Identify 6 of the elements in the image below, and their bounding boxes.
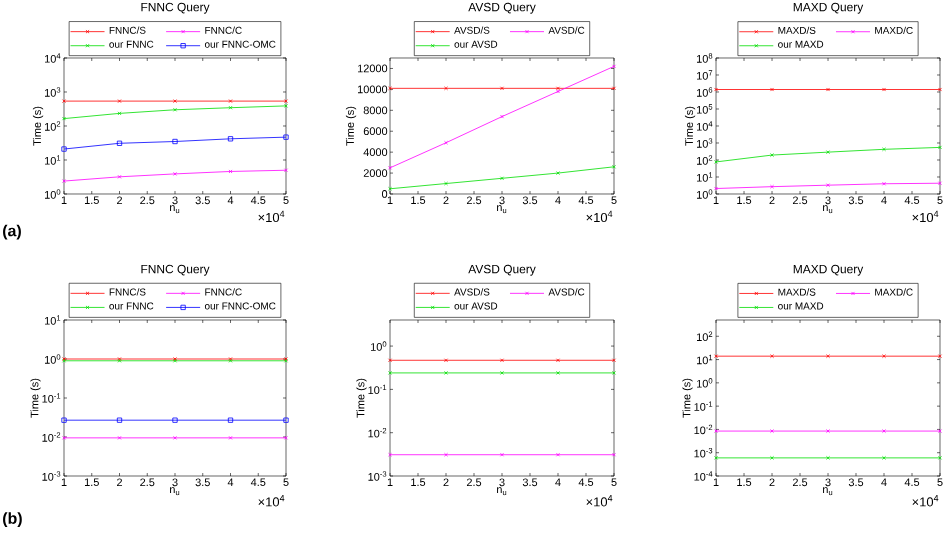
point bbox=[172, 417, 178, 423]
point bbox=[116, 417, 123, 423]
point bbox=[116, 140, 123, 146]
point bbox=[227, 136, 234, 142]
point bbox=[227, 417, 234, 423]
point bbox=[172, 138, 178, 145]
